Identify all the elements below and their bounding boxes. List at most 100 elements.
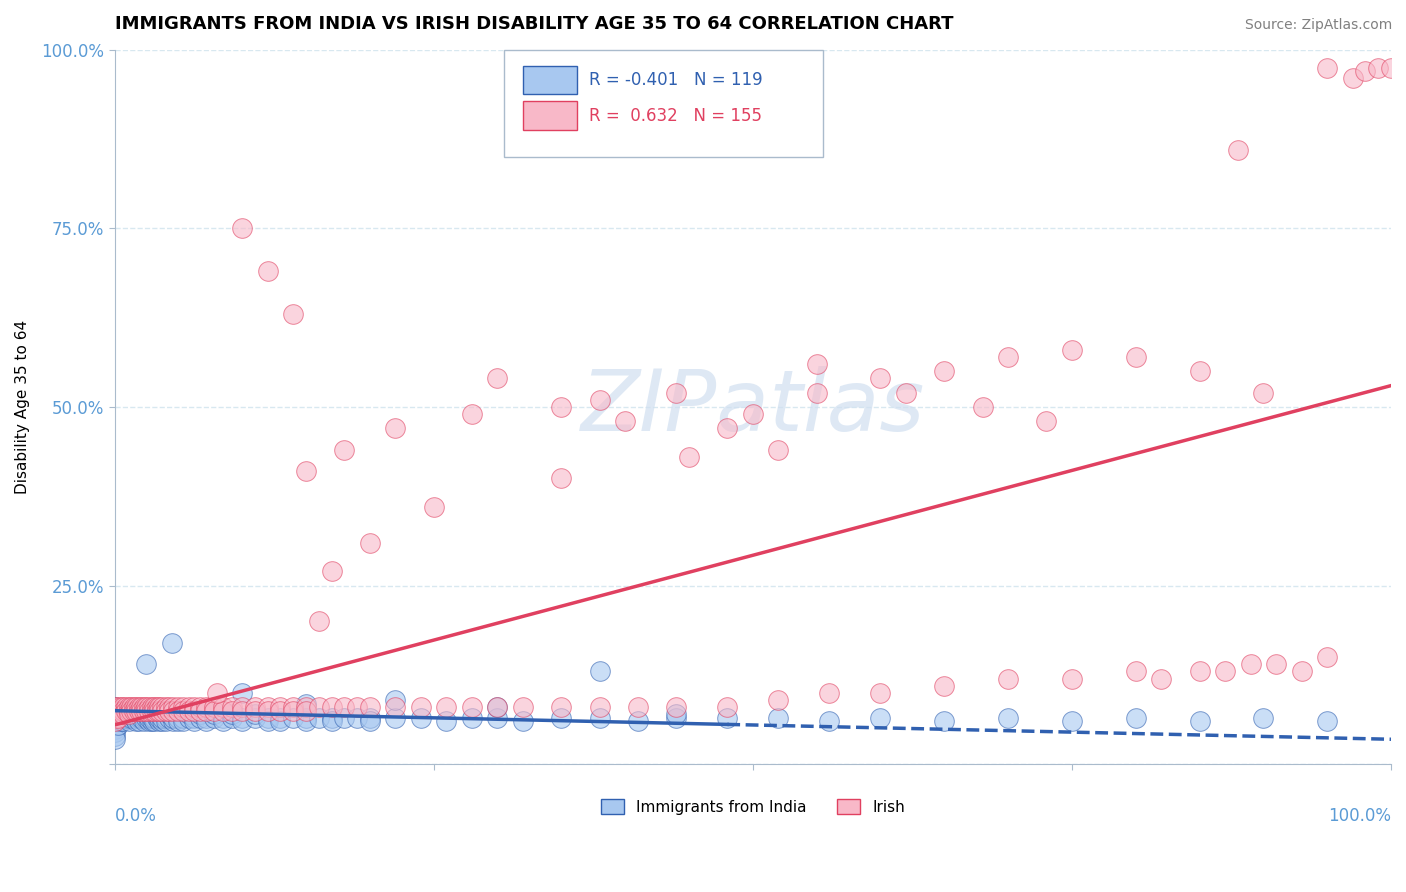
Point — [150, 700, 173, 714]
Point — [997, 672, 1019, 686]
Point — [103, 729, 125, 743]
Point — [145, 700, 167, 714]
Point — [107, 707, 129, 722]
Point — [1239, 657, 1261, 672]
Point — [295, 704, 318, 718]
Point — [1188, 364, 1211, 378]
Point — [141, 714, 163, 729]
Point — [818, 714, 841, 729]
Point — [141, 700, 163, 714]
Point — [384, 711, 406, 725]
Point — [486, 371, 509, 385]
Point — [550, 471, 572, 485]
Y-axis label: Disability Age 35 to 64: Disability Age 35 to 64 — [15, 320, 30, 494]
Point — [321, 700, 343, 714]
Point — [202, 700, 225, 714]
Point — [103, 714, 125, 729]
Point — [997, 350, 1019, 364]
Point — [117, 707, 139, 722]
Point — [107, 711, 129, 725]
Point — [107, 714, 129, 729]
Point — [221, 700, 243, 714]
Point — [131, 711, 153, 725]
Point — [1316, 650, 1339, 665]
Point — [384, 693, 406, 707]
Point — [150, 714, 173, 729]
Point — [768, 693, 790, 707]
Point — [665, 707, 688, 722]
Point — [1125, 665, 1147, 679]
Point — [1060, 672, 1083, 686]
Point — [115, 707, 138, 722]
Point — [716, 700, 738, 714]
Point — [112, 700, 135, 714]
Point — [157, 711, 180, 725]
Point — [112, 704, 135, 718]
Point — [321, 565, 343, 579]
Point — [422, 500, 444, 514]
Point — [125, 704, 148, 718]
Point — [162, 714, 184, 729]
Point — [269, 714, 291, 729]
Point — [122, 704, 145, 718]
Point — [172, 704, 194, 718]
Point — [614, 414, 637, 428]
Point — [869, 686, 891, 700]
Point — [550, 700, 572, 714]
Point — [135, 700, 157, 714]
Point — [818, 686, 841, 700]
Point — [1367, 61, 1389, 75]
Point — [120, 711, 142, 725]
Point — [188, 707, 211, 722]
Point — [1213, 665, 1236, 679]
Point — [143, 704, 166, 718]
Point — [512, 714, 534, 729]
Point — [110, 707, 132, 722]
Point — [115, 704, 138, 718]
Point — [1354, 64, 1376, 78]
Point — [221, 707, 243, 722]
Point — [107, 704, 129, 718]
Point — [110, 711, 132, 725]
Point — [256, 714, 278, 729]
Point — [1316, 714, 1339, 729]
Point — [1253, 385, 1275, 400]
Point — [256, 264, 278, 278]
Point — [243, 711, 266, 725]
Point — [869, 711, 891, 725]
Point — [269, 700, 291, 714]
Point — [256, 704, 278, 718]
Point — [409, 711, 432, 725]
Point — [212, 711, 235, 725]
Point — [1125, 350, 1147, 364]
Point — [135, 704, 157, 718]
Point — [150, 704, 173, 718]
Point — [1060, 714, 1083, 729]
Point — [131, 704, 153, 718]
Point — [135, 711, 157, 725]
Point — [231, 714, 253, 729]
Point — [157, 700, 180, 714]
Point — [1060, 343, 1083, 357]
Point — [806, 357, 828, 371]
Point — [162, 704, 184, 718]
Point — [115, 711, 138, 725]
Point — [269, 711, 291, 725]
Point — [678, 450, 700, 464]
Point — [1125, 711, 1147, 725]
Point — [122, 711, 145, 725]
Point — [359, 536, 381, 550]
Point — [1226, 143, 1249, 157]
Point — [167, 704, 190, 718]
FancyBboxPatch shape — [523, 102, 576, 130]
Point — [131, 700, 153, 714]
Point — [195, 700, 218, 714]
Point — [117, 700, 139, 714]
Text: R = -0.401   N = 119: R = -0.401 N = 119 — [589, 70, 763, 89]
Point — [177, 704, 200, 718]
Point — [155, 714, 177, 729]
Point — [138, 714, 160, 729]
Point — [1265, 657, 1288, 672]
Point — [359, 714, 381, 729]
Point — [627, 700, 650, 714]
